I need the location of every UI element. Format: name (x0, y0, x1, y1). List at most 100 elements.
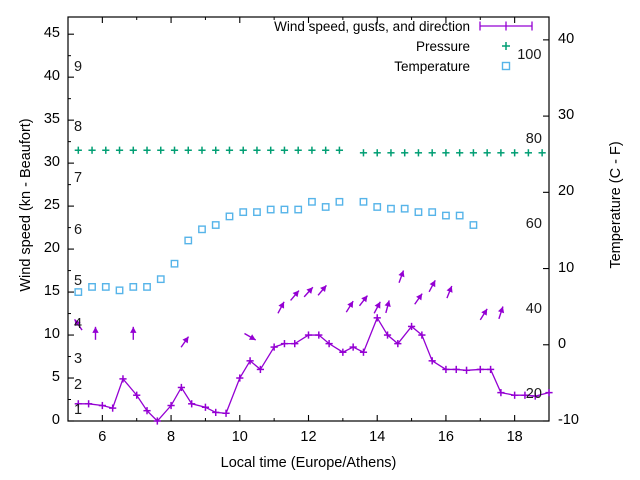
data-point-plus (335, 146, 344, 154)
data-point-square (156, 275, 165, 284)
fahrenheit-scale-label: 60 (525, 215, 542, 232)
data-point-plus (452, 365, 460, 374)
legend-label: Pressure (415, 38, 470, 54)
data-point-square (335, 197, 344, 206)
data-point-square (88, 283, 96, 291)
data-point-square (253, 208, 261, 217)
y-tick-label-right: 10 (558, 259, 575, 276)
beaufort-scale-label: 7 (74, 170, 83, 187)
data-point-plus (394, 340, 402, 348)
data-point-plus (291, 340, 299, 348)
data-point-plus (442, 149, 450, 157)
x-tick-label: 12 (300, 429, 317, 445)
y-tick-label-left: 40 (43, 68, 60, 85)
data-point-plus (225, 146, 234, 154)
y-tick-label-left: 10 (43, 326, 60, 343)
data-point-plus (280, 340, 289, 348)
data-point-plus (456, 149, 464, 157)
data-point-square (387, 204, 395, 213)
data-point-plus (442, 365, 450, 374)
data-point-square (211, 221, 220, 229)
beaufort-scale-label: 5 (74, 273, 83, 290)
wind-direction-arrow (414, 293, 423, 305)
data-point-plus (545, 389, 553, 397)
data-point-plus (184, 146, 192, 154)
data-point-plus (308, 146, 316, 154)
wind-direction-arrow (290, 290, 300, 301)
y-tick-label-left: 0 (51, 412, 60, 428)
data-point-square (294, 205, 303, 214)
data-point-square (414, 208, 423, 217)
data-point-plus (74, 400, 82, 408)
legend-key-line-plus (478, 17, 534, 35)
wind-direction-arrow (180, 336, 190, 348)
data-point-plus (74, 146, 82, 154)
y-tick-label-right: 20 (558, 183, 575, 200)
data-point-plus (359, 149, 368, 157)
data-point-plus (407, 322, 416, 331)
wind-direction-arrow (74, 318, 83, 331)
x-tick-label: 16 (437, 429, 454, 445)
data-point-plus (198, 146, 206, 154)
x-axis-title: Local time (Europe/Athens) (220, 455, 397, 471)
data-point-plus (212, 408, 220, 417)
data-point-plus (304, 331, 313, 339)
data-point-plus (294, 146, 302, 154)
data-point-plus (349, 343, 357, 351)
data-point-plus (88, 146, 96, 154)
wind-direction-arrow (303, 286, 314, 298)
legend-label: Wind speed, gusts, and direction (274, 18, 470, 34)
data-point-plus (143, 146, 151, 154)
data-point-plus (511, 149, 519, 157)
wind-direction-arrow (244, 332, 257, 341)
legend-key-plus (478, 37, 534, 55)
y-tick-label-left: 5 (51, 369, 60, 386)
wind-direction-arrow (398, 270, 405, 283)
data-point-square (428, 208, 437, 217)
data-point-plus (157, 146, 165, 154)
x-tick-label: 14 (369, 429, 386, 445)
wind-direction-arrow (345, 300, 354, 313)
y-axis-right-title: Temperature (C - F) (608, 141, 624, 269)
data-point-plus (418, 331, 426, 339)
x-tick-label: 18 (506, 429, 523, 445)
data-point-plus (133, 391, 141, 399)
y-tick-label-left: 15 (43, 283, 60, 300)
data-point-square (308, 197, 316, 206)
data-point-plus (322, 146, 330, 154)
data-point-square (184, 236, 193, 245)
data-point-plus (153, 417, 161, 425)
data-point-plus (188, 400, 196, 408)
data-point-square (359, 197, 368, 206)
wind-direction-arrow (498, 306, 505, 320)
data-point-square (115, 286, 124, 295)
y-tick-label-left: 20 (43, 240, 60, 257)
data-point-square (266, 205, 275, 214)
beaufort-scale-label: 4 (74, 316, 83, 333)
data-point-square (170, 259, 179, 268)
data-point-square (225, 212, 234, 221)
y-tick-label-right: 40 (558, 30, 575, 47)
plot-frame (67, 16, 550, 422)
data-point-plus (315, 331, 323, 339)
data-point-plus (383, 331, 392, 339)
data-point-plus (170, 146, 179, 154)
data-point-plus (119, 375, 127, 383)
data-point-plus (167, 401, 175, 410)
data-point-plus (85, 400, 93, 408)
legend-entry: Wind speed, gusts, and direction (231, 16, 534, 36)
wind-direction-arrow (277, 301, 285, 314)
data-point-plus (401, 149, 409, 157)
data-point-plus (222, 409, 230, 417)
wind-direction-arrow (358, 295, 369, 307)
data-point-plus (109, 404, 117, 412)
data-point-plus (428, 149, 436, 157)
data-point-plus (212, 146, 220, 154)
x-tick-label: 10 (231, 429, 248, 445)
data-point-plus (325, 340, 333, 348)
legend-label: Temperature (394, 58, 470, 74)
y-tick-label-left: 35 (43, 111, 60, 128)
data-point-plus (373, 314, 381, 322)
data-point-plus (98, 401, 106, 410)
